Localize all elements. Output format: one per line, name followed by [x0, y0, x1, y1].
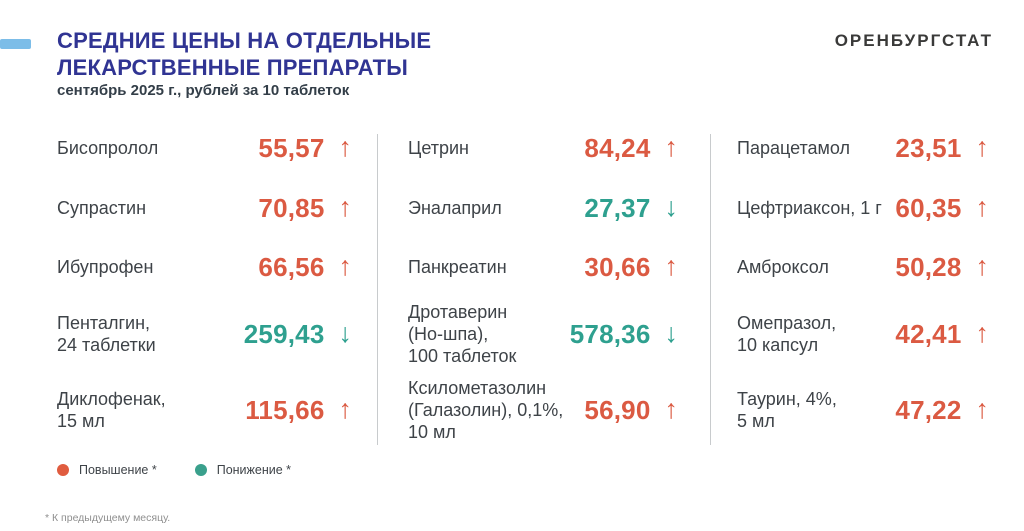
drug-row: Парацетамол 23,51 ↑: [737, 118, 989, 178]
drug-price: 56,90: [584, 394, 651, 425]
brand-logo: ОРЕНБУРГСТАТ: [834, 31, 993, 50]
drug-name: Ибупрофен: [57, 257, 154, 277]
price-group: 115,66 ↑: [245, 395, 352, 426]
drug-name: Панкреатин: [408, 257, 507, 277]
price-column-1: Бисопролол 55,57 ↑ Супрастин 70,85 ↑ Ибу…: [57, 118, 352, 448]
drug-row: Таурин, 4%, 5 мл 47,22 ↑: [737, 372, 989, 448]
drug-price: 47,22: [895, 394, 962, 425]
drug-row: Эналаприл 27,37 ↓: [408, 178, 678, 238]
drug-row: Амброксол 50,28 ↑: [737, 238, 989, 296]
drug-price: 84,24: [584, 132, 651, 163]
drug-name: Цефтриаксон, 1 г: [737, 198, 882, 218]
drug-name: Дротаверин (Но-шпа), 100 таблеток: [408, 302, 517, 366]
drug-name: Омепразол, 10 капсул: [737, 313, 837, 355]
drug-price: 23,51: [895, 132, 962, 163]
drug-price: 70,85: [258, 192, 325, 223]
drug-name: Цетрин: [408, 138, 469, 158]
drug-name: Эналаприл: [408, 198, 502, 218]
price-group: 50,28 ↑: [895, 252, 989, 283]
up-arrow-icon: ↑: [664, 131, 679, 162]
drug-name: Таурин, 4%, 5 мл: [737, 389, 837, 431]
legend-item-increase: Повышение *: [57, 463, 157, 477]
column-divider-1: [377, 134, 378, 445]
up-arrow-icon: ↑: [664, 393, 679, 424]
down-arrow-icon: ↓: [664, 317, 679, 348]
footnote: * К предыдущему месяцу.: [45, 512, 171, 524]
price-group: 60,35 ↑: [895, 193, 989, 224]
price-group: 70,85 ↑: [258, 193, 352, 224]
accent-dash: [0, 39, 31, 49]
page-title: СРЕДНИЕ ЦЕНЫ НА ОТДЕЛЬНЫЕ ЛЕКАРСТВЕННЫЕ …: [57, 28, 432, 80]
price-group: 66,56 ↑: [258, 252, 352, 283]
up-arrow-icon: ↑: [338, 131, 353, 162]
drug-price: 55,57: [258, 132, 325, 163]
drug-price: 578,36: [569, 318, 651, 349]
drug-name: Ксилометазолин (Галазолин), 0,1%, 10 мл: [408, 378, 564, 442]
drug-name: Супрастин: [57, 198, 147, 218]
up-arrow-icon: ↑: [975, 191, 990, 222]
column-divider-2: [710, 134, 711, 445]
up-arrow-icon: ↑: [975, 317, 990, 348]
price-group: 30,66 ↑: [584, 252, 678, 283]
decrease-dot-icon: [194, 464, 207, 476]
drug-name: Парацетамол: [737, 138, 851, 158]
legend-item-decrease: Понижение *: [194, 463, 292, 477]
up-arrow-icon: ↑: [975, 250, 990, 281]
drug-price: 259,43: [243, 318, 325, 349]
up-arrow-icon: ↑: [338, 250, 353, 281]
legend: Повышение * Понижение *: [57, 463, 291, 477]
drug-price: 50,28: [895, 251, 962, 282]
price-group: 55,57 ↑: [258, 133, 352, 164]
drug-row: Дротаверин (Но-шпа), 100 таблеток 578,36…: [408, 296, 678, 372]
up-arrow-icon: ↑: [338, 393, 353, 424]
price-group: 84,24 ↑: [584, 133, 678, 164]
price-group: 56,90 ↑: [584, 395, 678, 426]
drug-price: 42,41: [895, 318, 962, 349]
up-arrow-icon: ↑: [975, 393, 990, 424]
price-column-2: Цетрин 84,24 ↑ Эналаприл 27,37 ↓ Панкреа…: [408, 118, 678, 448]
page-subtitle: сентябрь 2025 г., рублей за 10 таблеток: [57, 82, 350, 99]
drug-name: Бисопролол: [57, 138, 159, 158]
drug-row: Ибупрофен 66,56 ↑: [57, 238, 352, 296]
drug-row: Пенталгин, 24 таблетки 259,43 ↓: [57, 296, 352, 372]
drug-row: Цефтриаксон, 1 г 60,35 ↑: [737, 178, 989, 238]
drug-name: Диклофенак, 15 мл: [57, 389, 166, 431]
up-arrow-icon: ↑: [975, 131, 990, 162]
drug-name: Пенталгин, 24 таблетки: [57, 313, 156, 355]
legend-label-increase: Повышение *: [79, 463, 157, 477]
drug-price: 115,66: [245, 394, 325, 425]
drug-row: Бисопролол 55,57 ↑: [57, 118, 352, 178]
drug-name: Амброксол: [737, 257, 829, 277]
up-arrow-icon: ↑: [664, 250, 679, 281]
drug-row: Ксилометазолин (Галазолин), 0,1%, 10 мл …: [408, 372, 678, 448]
up-arrow-icon: ↑: [338, 191, 353, 222]
price-group: 27,37 ↓: [584, 193, 678, 224]
down-arrow-icon: ↓: [338, 317, 353, 348]
down-arrow-icon: ↓: [664, 191, 679, 222]
price-group: 578,36 ↓: [570, 319, 678, 350]
drug-price: 66,56: [258, 251, 325, 282]
price-group: 259,43 ↓: [244, 319, 352, 350]
increase-dot-icon: [57, 464, 69, 476]
drug-price: 30,66: [584, 251, 651, 282]
drug-row: Супрастин 70,85 ↑: [57, 178, 352, 238]
price-group: 42,41 ↑: [895, 319, 989, 350]
drug-row: Цетрин 84,24 ↑: [408, 118, 678, 178]
drug-row: Диклофенак, 15 мл 115,66 ↑: [57, 372, 352, 448]
drug-price: 27,37: [584, 192, 651, 223]
drug-row: Омепразол, 10 капсул 42,41 ↑: [737, 296, 989, 372]
drug-row: Панкреатин 30,66 ↑: [408, 238, 678, 296]
price-group: 47,22 ↑: [895, 395, 989, 426]
price-group: 23,51 ↑: [895, 133, 989, 164]
legend-label-decrease: Понижение *: [216, 463, 292, 477]
drug-price: 60,35: [895, 192, 962, 223]
price-column-3: Парацетамол 23,51 ↑ Цефтриаксон, 1 г 60,…: [737, 118, 989, 448]
